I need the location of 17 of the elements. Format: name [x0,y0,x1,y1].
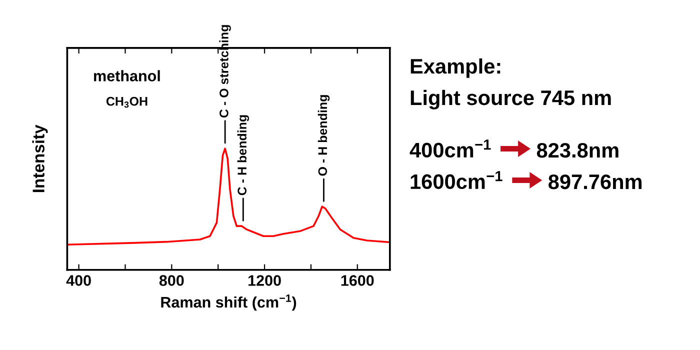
text: 823.8nm [536,142,618,158]
x-tick-label: 400 [66,275,91,286]
annotation: O - H bending [318,95,330,176]
text: CH$_{3}$OH [106,96,148,108]
text: Example: [410,58,500,78]
x-tick-label: 1200 [248,275,281,286]
text: Light source 745 nm [410,90,611,110]
x-axis-title: Raman shift (cm$^{−1}$) [161,294,296,311]
annotation: C - O stretching [219,25,231,118]
x-tick-label: 800 [159,275,184,286]
annotation: C - H bending [237,115,250,196]
y-axis-title: Intensity [32,124,48,192]
text: 1600cm$^{−1}$ [410,171,502,190]
x-tick-label: 1600 [341,275,374,286]
text: methanol [94,70,160,82]
text: 400cm$^{−1}$ [410,140,491,158]
text: 897.76nm [548,174,642,190]
